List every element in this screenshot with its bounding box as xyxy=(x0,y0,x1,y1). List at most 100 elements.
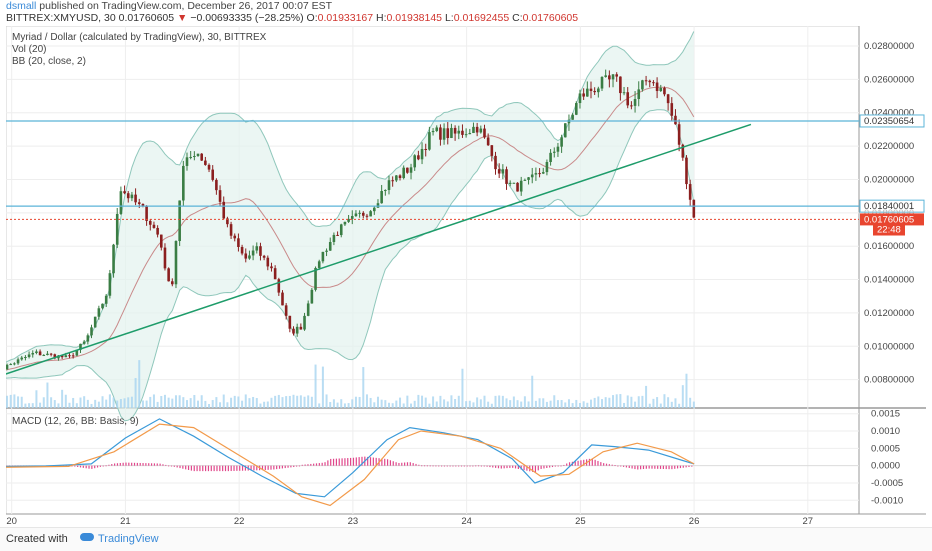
macd-histogram-bar xyxy=(179,465,181,469)
price-tick-label: 0.02400000 xyxy=(864,108,914,119)
macd-histogram-bar xyxy=(622,465,625,467)
macd-tick-label: 0.0005 xyxy=(871,443,900,454)
volume-bar xyxy=(105,399,108,408)
macd-histogram-bar xyxy=(350,457,352,466)
candle-body xyxy=(237,238,240,247)
candle-body xyxy=(644,80,648,82)
candle-body xyxy=(497,169,501,174)
candle-body xyxy=(626,92,630,106)
volume-bar xyxy=(630,396,633,408)
macd-histogram-bar xyxy=(543,465,545,469)
macd-histogram-bar xyxy=(293,465,295,468)
macd-histogram-bar xyxy=(313,463,315,466)
macd-histogram-bar xyxy=(133,462,136,466)
volume-bar xyxy=(351,399,354,408)
volume-bar xyxy=(336,402,339,408)
macd-histogram-bar xyxy=(148,463,150,466)
x-tick-label: 26 xyxy=(689,516,700,526)
last-price: 0.01760605 xyxy=(118,12,175,24)
macd-histogram-bar xyxy=(381,458,383,466)
tradingview-logo[interactable]: TradingView xyxy=(80,533,159,545)
macd-histogram-bar xyxy=(440,465,443,467)
legend-bollinger[interactable]: BB (20, close, 2) xyxy=(12,56,86,67)
volume-bar xyxy=(509,400,512,408)
macd-histogram-bar xyxy=(96,465,99,468)
macd-histogram-bar xyxy=(321,462,323,466)
high-label: H: xyxy=(376,12,387,24)
candle-body xyxy=(406,167,409,173)
candle-body xyxy=(215,179,218,191)
candle-body xyxy=(398,175,402,179)
candle-body xyxy=(666,94,670,104)
macd-histogram-bar xyxy=(233,465,235,471)
macd-histogram-bar xyxy=(563,464,565,466)
macd-histogram-bar xyxy=(435,465,437,467)
candle-body xyxy=(97,308,101,317)
open-label: O: xyxy=(306,12,318,24)
macd-histogram-bar xyxy=(150,463,153,466)
macd-histogram-bar xyxy=(617,465,619,467)
legend-macd[interactable]: MACD (12, 26, BB: Basis, 9) xyxy=(12,416,139,427)
volume-bar xyxy=(299,395,302,408)
candle-body xyxy=(483,128,486,138)
volume-bar xyxy=(534,400,537,408)
candle-body xyxy=(13,363,16,365)
volume-bar xyxy=(531,375,534,408)
candle-body xyxy=(321,251,325,262)
candle-body xyxy=(292,328,295,334)
volume-bar xyxy=(296,395,299,408)
price-tick-label: 0.01200000 xyxy=(864,308,914,319)
legend-volume[interactable]: Vol (20) xyxy=(12,44,47,55)
author-link[interactable]: dsmall xyxy=(6,0,37,12)
macd-histogram-bar xyxy=(185,465,187,470)
candle-body xyxy=(182,165,185,201)
macd-histogram-bar xyxy=(369,457,372,466)
macd-histogram-bar xyxy=(372,457,374,466)
candle-body xyxy=(358,212,361,214)
chart-canvas[interactable]: 20 21 22 23 24 25 26 27 0.00800000 0.01000000 0.01… xyxy=(6,26,926,526)
candle-body xyxy=(575,103,578,115)
macd-histogram-bar xyxy=(91,465,93,469)
candle-body xyxy=(552,151,556,153)
candle-body xyxy=(373,207,376,212)
macd-histogram-bar xyxy=(327,460,329,466)
candle-body xyxy=(284,305,288,316)
volume-bar xyxy=(523,396,526,408)
macd-histogram-bar xyxy=(156,463,158,466)
macd-histogram-bar xyxy=(662,465,664,470)
volume-bar xyxy=(571,403,574,408)
macd-histogram-bar xyxy=(654,465,656,469)
candle-body xyxy=(530,174,534,178)
candle-body xyxy=(347,218,350,222)
macd-histogram-bar xyxy=(674,465,676,469)
volume-bar xyxy=(329,402,332,408)
volume-bar xyxy=(57,403,60,408)
candle-body xyxy=(167,268,170,282)
macd-histogram-bar xyxy=(102,465,104,467)
macd-histogram-bar xyxy=(128,462,130,466)
macd-histogram-bar xyxy=(392,461,394,466)
volume-bar xyxy=(505,398,508,408)
candle-body xyxy=(38,351,42,356)
candle-body xyxy=(185,157,189,166)
volume-bar xyxy=(685,373,688,408)
macd-histogram-bar xyxy=(261,465,264,471)
macd-histogram-bar xyxy=(554,465,556,467)
volume-bar xyxy=(248,398,251,408)
candle-body xyxy=(376,203,380,208)
macd-histogram-bar xyxy=(580,460,582,466)
macd-histogram-bar xyxy=(386,459,389,466)
trendline[interactable] xyxy=(6,123,752,379)
candle-body xyxy=(339,224,343,236)
symbol-label[interactable]: BITTREX:XMYUSD, 30 xyxy=(6,12,116,24)
volume-bar xyxy=(53,400,56,408)
macd-histogram-bar xyxy=(492,465,494,468)
candle-body xyxy=(472,126,475,134)
candle-body xyxy=(538,173,541,175)
candle-body xyxy=(314,267,317,290)
candle-body xyxy=(659,87,663,92)
candle-body xyxy=(163,247,167,269)
candle-body xyxy=(435,127,439,131)
macd-histogram-bar xyxy=(395,462,397,466)
volume-bar xyxy=(692,401,695,408)
